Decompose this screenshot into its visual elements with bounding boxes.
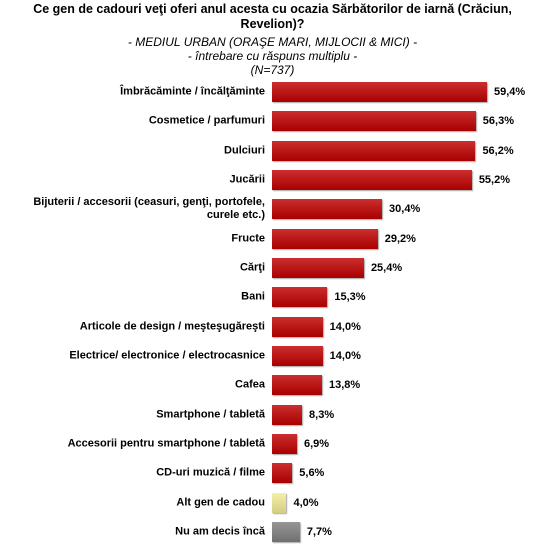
bar <box>272 345 323 366</box>
bar <box>272 257 364 278</box>
subtitle: (N=737) <box>250 63 295 77</box>
bar <box>272 316 323 337</box>
value-label: 25,4% <box>370 261 403 274</box>
category-label: Accesorii pentru smartphone / tabletă <box>67 437 265 450</box>
bar <box>272 404 303 425</box>
subtitle: - MEDIUL URBAN (ORAŞE MARI, MIJLOCII & M… <box>127 35 418 49</box>
bar <box>272 111 476 132</box>
bar <box>272 140 476 161</box>
value-label: 14,0% <box>329 349 361 362</box>
bar <box>272 169 472 190</box>
bar <box>272 82 488 102</box>
value-label: 13,8% <box>328 379 361 392</box>
category-label: Nu am decis încă <box>175 525 265 538</box>
bar <box>272 199 383 220</box>
value-label: 29,2% <box>384 232 416 245</box>
category-label: Cărţi <box>239 261 265 274</box>
value-label: 5,6% <box>299 467 325 480</box>
bar <box>272 375 322 396</box>
value-label: 4,0% <box>293 496 319 509</box>
category-label: Bani <box>241 290 265 303</box>
category-label: Dulciuri <box>224 144 265 157</box>
value-label: 56,3% <box>482 115 514 128</box>
category-label: Jucării <box>229 173 265 186</box>
category-label: Electrice/ electronice / electrocasnice <box>69 349 265 362</box>
category-label: Cafea <box>235 378 265 391</box>
category-label: Articole de design / meşteşugăreşti <box>79 320 265 333</box>
category-label: Alt gen de cadou <box>176 496 265 509</box>
bar <box>272 287 328 308</box>
bar <box>272 463 293 484</box>
value-label: 14,0% <box>329 320 361 333</box>
category-label: CD-uri muzică / filme <box>156 466 265 479</box>
value-label: 59,4% <box>494 86 526 98</box>
value-label: 15,3% <box>334 291 366 304</box>
bar <box>272 521 300 542</box>
value-label: 55,2% <box>478 173 511 186</box>
category-label: Fructe <box>231 232 265 245</box>
category-label: Îmbrăcăminte / încălţăminte <box>120 85 265 98</box>
category-label: Bijuterii / accesorii (ceasuri, genţi, p… <box>33 196 265 222</box>
bar <box>272 228 378 249</box>
value-label: 6,9% <box>303 437 330 450</box>
value-label: 30,4% <box>389 203 421 216</box>
bar <box>272 433 297 454</box>
category-label: Smartphone / tabletă <box>156 408 265 421</box>
value-label: 8,3% <box>309 408 335 421</box>
chart-title: Ce gen de cadouri veţi oferi anul acesta… <box>33 2 512 31</box>
bar <box>272 492 287 513</box>
value-label: 56,2% <box>482 144 514 157</box>
subtitle: - întrebare cu răspuns multiplu - <box>187 49 358 63</box>
value-label: 7,7% <box>306 525 332 538</box>
category-label: Cosmetice / parfumuri <box>148 114 265 127</box>
